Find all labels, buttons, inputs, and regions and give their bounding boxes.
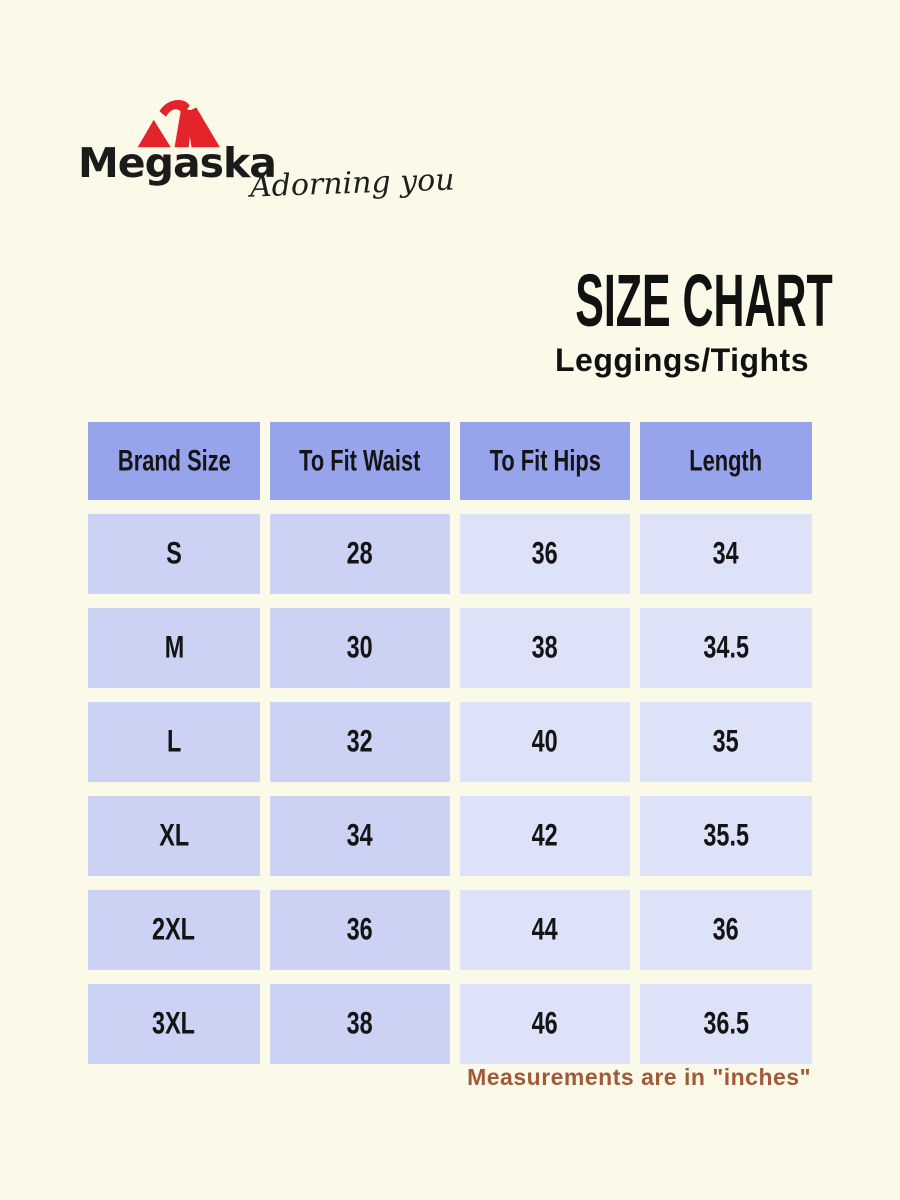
cell-value: 28 — [346, 535, 374, 571]
cell-value: 36 — [531, 535, 559, 571]
cell-value: 3XL — [152, 1005, 196, 1041]
table-cell-length: 35 — [640, 702, 812, 782]
brand-name: Megaska — [78, 139, 277, 187]
units-note: Measurements are in "inches" — [467, 1064, 811, 1090]
cell-value: 36 — [712, 911, 740, 947]
column-header-label: To Fit Waist — [299, 444, 421, 477]
cell-value: 44 — [531, 911, 559, 947]
size-table: Brand Size To Fit Waist To Fit Hips Leng… — [88, 422, 812, 1064]
table-cell-length: 34 — [640, 514, 812, 594]
cell-value: 38 — [346, 1005, 374, 1041]
table-cell-waist: 34 — [270, 796, 450, 876]
table-cell-waist: 36 — [270, 890, 450, 970]
table-cell-size: L — [88, 702, 260, 782]
cell-value: 34 — [712, 535, 740, 571]
table-cell-waist: 32 — [270, 702, 450, 782]
table-cell-length: 35.5 — [640, 796, 812, 876]
table-cell-hips: 44 — [460, 890, 630, 970]
table-cell-hips: 38 — [460, 608, 630, 688]
cell-value: M — [164, 629, 184, 665]
cell-value: 34.5 — [703, 629, 749, 665]
page-title: SIZE CHART — [575, 259, 833, 342]
cell-value: 32 — [346, 723, 374, 759]
cell-value: 46 — [531, 1005, 559, 1041]
cell-value: 35.5 — [703, 817, 749, 853]
table-cell-waist: 28 — [270, 514, 450, 594]
megaska-logo-icon — [137, 99, 220, 148]
cell-value: S — [166, 535, 182, 571]
table-cell-size: XL — [88, 796, 260, 876]
cell-value: 36 — [346, 911, 374, 947]
column-header-length: Length — [640, 422, 812, 500]
column-header-label: Brand Size — [117, 444, 231, 477]
cell-value: 30 — [346, 629, 374, 665]
table-cell-length: 36 — [640, 890, 812, 970]
table-cell-size: S — [88, 514, 260, 594]
table-cell-hips: 46 — [460, 984, 630, 1064]
table-cell-size: M — [88, 608, 260, 688]
column-header-brand-size: Brand Size — [88, 422, 260, 500]
column-header-to-fit-waist: To Fit Waist — [270, 422, 450, 500]
table-cell-waist: 30 — [270, 608, 450, 688]
cell-value: 34 — [346, 817, 374, 853]
table-cell-waist: 38 — [270, 984, 450, 1064]
brand-tagline: Adorning you — [249, 162, 456, 205]
cell-value: 38 — [531, 629, 559, 665]
cell-value: 40 — [531, 723, 559, 759]
column-header-label: To Fit Hips — [489, 444, 601, 477]
table-cell-size: 2XL — [88, 890, 260, 970]
page-subtitle: Leggings/Tights — [554, 342, 809, 378]
table-cell-size: 3XL — [88, 984, 260, 1064]
table-cell-length: 36.5 — [640, 984, 812, 1064]
cell-value: 42 — [531, 817, 559, 853]
table-cell-hips: 42 — [460, 796, 630, 876]
cell-value: 2XL — [152, 911, 196, 947]
cell-value: 35 — [712, 723, 740, 759]
title-block: SIZE CHART Leggings/Tights — [482, 259, 882, 378]
column-header-label: Length — [689, 444, 763, 477]
table-cell-length: 34.5 — [640, 608, 812, 688]
cell-value: L — [166, 723, 182, 759]
table-cell-hips: 36 — [460, 514, 630, 594]
cell-value: 36.5 — [703, 1005, 749, 1041]
table-cell-hips: 40 — [460, 702, 630, 782]
column-header-to-fit-hips: To Fit Hips — [460, 422, 630, 500]
cell-value: XL — [159, 817, 189, 853]
